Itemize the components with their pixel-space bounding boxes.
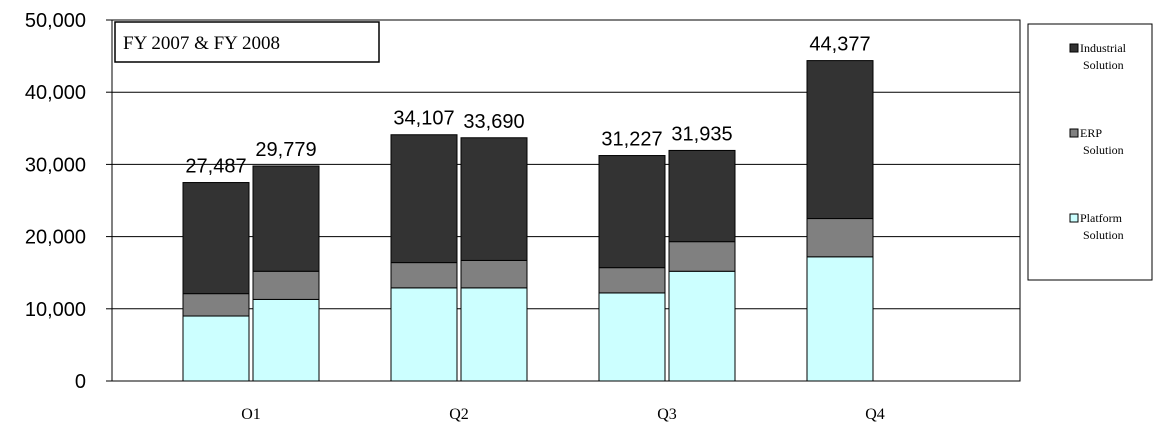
y-tick-label: 10,000: [25, 299, 86, 321]
legend-swatch: [1069, 128, 1079, 138]
legend-frame: [1027, 23, 1153, 281]
legend-label-line: ERP: [1080, 126, 1102, 140]
bar-segment-industrial-solution: [182, 182, 250, 295]
legend-label-line: Platform: [1080, 211, 1123, 225]
legend-swatch: [1069, 43, 1079, 53]
x-tick-label: Q3: [657, 406, 677, 423]
bar-total-label: 31,935: [671, 123, 732, 145]
legend-label-line: Industrial: [1080, 41, 1127, 55]
chart-title-frame: [114, 21, 380, 63]
bar-segment-platform-solution: [252, 298, 320, 382]
x-tick-label: Q4: [865, 406, 885, 423]
bar-segment-erp-solution: [598, 267, 666, 294]
x-axis: O1 Q2 Q3 Q4: [241, 406, 885, 423]
legend-label: ERP Solution: [1080, 126, 1124, 157]
bar-segment-erp-solution: [390, 262, 458, 289]
bar-total-label: 27,487: [185, 156, 246, 178]
x-tick-label: O1: [241, 406, 261, 423]
bar-segment-erp-solution: [182, 293, 250, 317]
plot-area-border: [111, 19, 1021, 382]
x-tick-label: Q2: [449, 406, 469, 423]
bar-segment-industrial-solution: [806, 60, 874, 220]
bar-segment-industrial-solution: [252, 165, 320, 272]
bar-segment-industrial-solution: [390, 134, 458, 264]
legend-swatch: [1069, 213, 1079, 223]
bar-segment-platform-solution: [390, 287, 458, 382]
bar-total-label: 34,107: [393, 108, 454, 130]
chart-title-box: FY 2007 & FY 2008: [114, 21, 380, 63]
y-tick-label: 0: [75, 371, 86, 393]
bar-segment-platform-solution: [182, 315, 250, 382]
data-labels: 27,487 29,779 34,107 33,690 31,227 31,935 44,3…: [185, 34, 870, 178]
bar-total-label: 29,779: [255, 139, 316, 161]
legend-label-line: Solution: [1083, 58, 1124, 72]
bar-total-label: 33,690: [463, 111, 524, 133]
legend-label: Industrial Solution: [1080, 41, 1127, 72]
bar-segment-industrial-solution: [668, 149, 736, 243]
chart-title: FY 2007 & FY 2008: [123, 33, 280, 54]
bar-segment-platform-solution: [598, 292, 666, 382]
y-axis: 0 10,000 20,000 30,000 40,000 50,000: [25, 10, 112, 393]
legend-label-line: Solution: [1083, 143, 1124, 157]
y-tick-label: 50,000: [25, 10, 86, 32]
bar-stacks: [182, 60, 874, 382]
bar-segment-industrial-solution: [598, 155, 666, 269]
bar-total-label: 31,227: [601, 129, 662, 151]
bar-total-label: 44,377: [809, 34, 870, 56]
legend-label: Platform Solution: [1080, 211, 1124, 242]
bar-segment-erp-solution: [460, 259, 528, 289]
bar-segment-platform-solution: [668, 270, 736, 382]
bar-segment-platform-solution: [460, 287, 528, 382]
y-tick-label: 40,000: [25, 82, 86, 104]
bar-segment-erp-solution: [668, 241, 736, 272]
bar-segment-platform-solution: [806, 256, 874, 382]
legend-label-line: Solution: [1083, 228, 1124, 242]
legend: Industrial Solution ERP Solution Platform Sol…: [1027, 23, 1153, 281]
bar-segment-erp-solution: [806, 218, 874, 258]
bar-segment-industrial-solution: [460, 137, 528, 261]
y-tick-label: 20,000: [25, 227, 86, 249]
bar-segment-erp-solution: [252, 270, 320, 300]
y-tick-label: 30,000: [25, 154, 86, 176]
